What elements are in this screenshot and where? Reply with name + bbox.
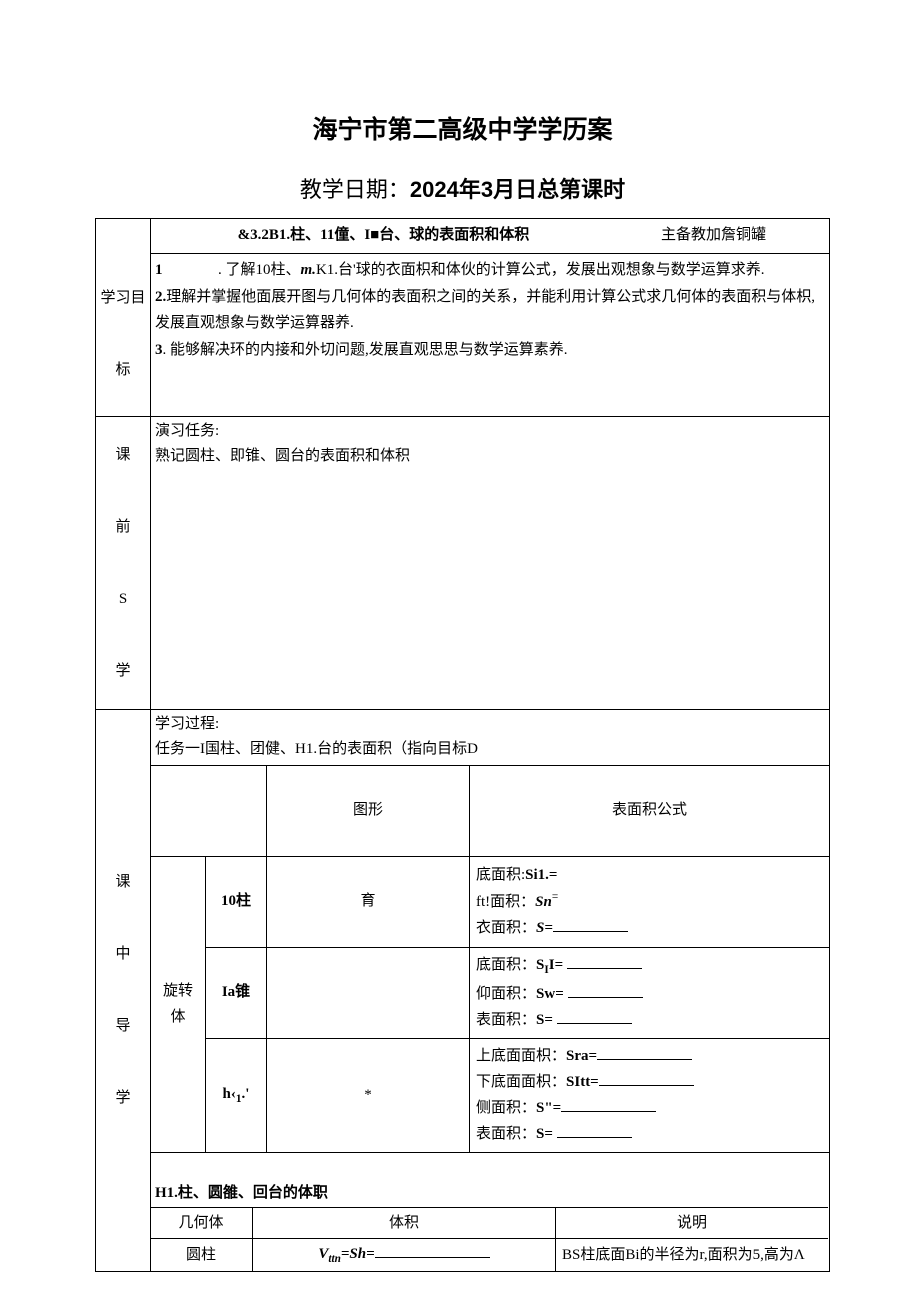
t2-h-vol: 体积 [253, 1208, 556, 1239]
t2-r1-vmid: =Sh= [341, 1246, 375, 1262]
t1-r3-name-suf: .' [242, 1086, 250, 1102]
t1-r1-name: 10柱 [206, 856, 267, 947]
t1-h-formula: 表面积公式 [470, 765, 830, 856]
obj2-num: 2. [155, 289, 166, 305]
t1-r1-f1a: 底面积: [476, 867, 525, 883]
obj1-num: 1 [155, 262, 163, 278]
t2-r1-vol: Vttn=Sh= [253, 1239, 556, 1272]
blank [375, 1242, 490, 1258]
page-title: 海宁市第二高级中学学历案 [95, 110, 830, 146]
topic-code: &3.2B1.柱、11僮、I■台、球的表面积和体积 [238, 227, 530, 243]
inclass-label: 课 中 导 学 [96, 709, 151, 1271]
t1-r2-f3a: 表面积： [476, 1012, 536, 1028]
t1-r2-name: Ia锥 [206, 947, 267, 1038]
blank [597, 1044, 692, 1060]
t1-r1-f2b: Sn [535, 894, 552, 910]
t2-h-exp: 说明 [556, 1208, 829, 1239]
obj1-t1: . 了解10柱、 [218, 262, 301, 278]
subtitle-prefix: 教学日期： [300, 177, 410, 202]
topic-row: &3.2B1.柱、11僮、I■台、球的表面积和体积 主备教加詹铜罐 [96, 219, 830, 254]
t2-r1-exp: BS柱底面Bi的半径为r,面积为5,高为Λ [556, 1239, 829, 1272]
objectives-row: 学习目 标 1 . 了解10柱、m.K1.台'球的衣面枳和体伙的计算公式，发展出… [96, 253, 830, 416]
process-heading: 学习过程: [155, 712, 825, 738]
prestudy-heading: 演习任务: [155, 419, 825, 445]
obj2-t: 理解并掌握他面展开图与几何体的表面积之间的关系，并能利用计算公式求几何体的表面积… [155, 289, 815, 331]
t2-h-geo: 几何体 [150, 1208, 253, 1239]
t1-r1-f2a: ft!面积： [476, 894, 535, 910]
obj1-m: m. [301, 262, 316, 278]
topic-author: 主备教加詹铜罐 [614, 223, 814, 249]
teaching-date: 教学日期：2024年3月日总第课时 [95, 172, 830, 204]
t1-r1-f2c: = [552, 891, 558, 903]
t1-r1-f3b: S= [536, 920, 553, 936]
t1-r3-f3a: 侧面积： [476, 1100, 536, 1116]
t1-r2-shape [267, 947, 470, 1038]
surface-area-table: 图形 表面积公式 旋转体 10柱 育 底面积:Si1.= ft!面积：Sn= 衣… [151, 765, 829, 1153]
t1-r3-f4b: S= [536, 1126, 557, 1142]
prestudy-text: 熟记圆柱、即锥、圆台的表面积和体积 [155, 444, 825, 470]
t1-r2-f3b: S= [536, 1012, 557, 1028]
obj3-num: 3 [155, 342, 163, 358]
t1-r3-f2a: 下底面面枳： [476, 1074, 566, 1090]
blank [557, 1122, 632, 1138]
t2-r1-geo: 圆柱 [150, 1239, 253, 1272]
blank [567, 953, 642, 969]
t1-h-shape: 图形 [267, 765, 470, 856]
inclass-row: 课 中 导 学 学习过程: 任务一I国柱、团健、H1.台的表面积（指向目标D 图… [96, 709, 830, 1271]
blank [599, 1070, 694, 1086]
t1-r3-name: h‹1.' [206, 1038, 267, 1152]
task1-heading: 任务一I国柱、团健、H1.台的表面积（指向目标D [155, 737, 825, 763]
t1-r2-f1a: 底面积： [476, 957, 536, 973]
objectives-label: 学习目 标 [96, 253, 151, 416]
obj1-t2: K1.台'球的衣面枳和体伙的计算公式，发展出观想象与数学运算求养. [316, 262, 765, 278]
lesson-plan-table: &3.2B1.柱、11僮、I■台、球的表面积和体积 主备教加詹铜罐 学习目 标 … [95, 218, 830, 1272]
t1-r3-name-a: h‹ [223, 1086, 236, 1102]
t1-r2-f1c: I= [549, 957, 567, 973]
blank [568, 982, 643, 998]
blank [553, 916, 628, 932]
t1-r3-f2b: SItt= [566, 1074, 599, 1090]
rotational-body-label: 旋转体 [151, 856, 206, 1152]
t1-r3-f4a: 表面积： [476, 1126, 536, 1142]
t1-r1-shape: 育 [267, 856, 470, 947]
t2-r1-v: V [318, 1246, 328, 1262]
t1-r3-f1a: 上底面面枳： [476, 1048, 566, 1064]
t2-r1-vsub: ttn [328, 1253, 341, 1265]
blank [561, 1096, 656, 1112]
subtitle-date: 2024年3月日总第课时 [410, 177, 625, 202]
t1-r3-shape: * [267, 1038, 470, 1152]
t1-r3-f1b: Sra= [566, 1048, 597, 1064]
t1-r3-f3b: S"= [536, 1100, 561, 1116]
obj3-t: . 能够解决环的内接和外切问题,发展直观思思与数学运算素养. [163, 342, 568, 358]
t1-r1-f3a: 衣面积： [476, 920, 536, 936]
t1-r2-f2b: Sw= [536, 986, 567, 1002]
t1-r2-f2a: 仰面积： [476, 986, 536, 1002]
t1-r1-f1b: Si1.= [525, 867, 557, 883]
prestudy-row: 课 前 S 学 演习任务: 熟记圆柱、即锥、圆台的表面积和体积 [96, 416, 830, 709]
volume-table: 几何体 体积 说明 圆柱 Vttn=Sh= BS柱底面Bi的半径为r,面积为5,… [150, 1207, 828, 1272]
blank [557, 1008, 632, 1024]
prestudy-label: 课 前 S 学 [96, 416, 151, 709]
volume-section-heading: H1.柱、圆雒、回台的体职 [155, 1181, 825, 1207]
